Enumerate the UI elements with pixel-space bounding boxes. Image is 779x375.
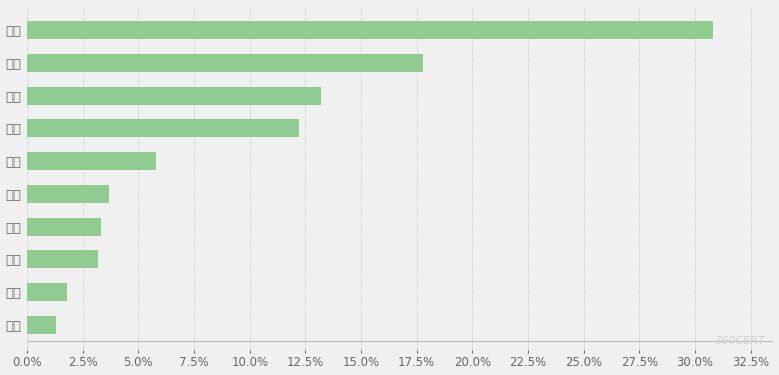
Bar [27,54,423,72]
Bar [27,283,67,301]
Bar [27,119,298,137]
Bar [27,21,713,39]
Bar [27,217,100,236]
Bar [27,251,98,268]
Bar [27,152,157,170]
Bar [27,316,56,334]
Bar [27,87,321,105]
Text: 360CERT: 360CERT [715,336,766,346]
Bar [27,185,110,203]
